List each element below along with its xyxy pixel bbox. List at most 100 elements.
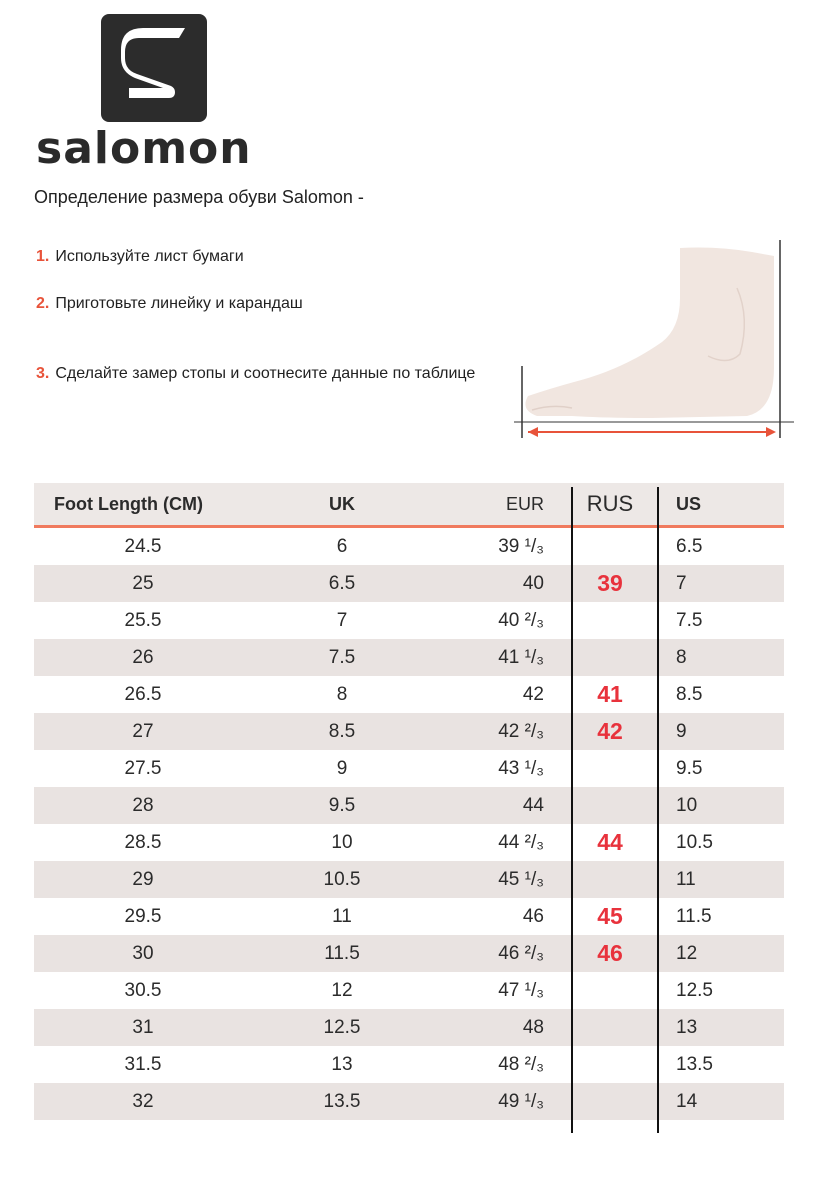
table-row: 25 6.5 40 39 7 [34, 565, 784, 602]
header-rus: RUS [566, 483, 654, 528]
cell-us: 13.5 [654, 1046, 784, 1083]
cell-eur: 48 [432, 1009, 566, 1046]
cell-us: 11.5 [654, 898, 784, 935]
cell-foot-length: 26 [34, 639, 252, 676]
cell-eur: 44 [432, 787, 566, 824]
step-text: Сделайте замер стопы и соотнесите данные… [55, 365, 476, 382]
step-3: 3. Сделайте замер стопы и соотнесите данн… [36, 365, 475, 383]
cell-uk: 11.5 [252, 935, 432, 972]
table-row: 26.5 8 42 41 8.5 [34, 676, 784, 713]
table-row: 24.5 6 39 ¹/₃ 6.5 [34, 526, 784, 565]
cell-eur: 48 ²/₃ [432, 1046, 566, 1083]
cell-us: 11 [654, 861, 784, 898]
cell-rus [566, 750, 654, 787]
cell-rus [566, 1046, 654, 1083]
cell-uk: 9 [252, 750, 432, 787]
cell-us: 9.5 [654, 750, 784, 787]
table-row: 31 12.5 48 13 [34, 1009, 784, 1046]
cell-rus [566, 861, 654, 898]
cell-eur: 43 ¹/₃ [432, 750, 566, 787]
cell-uk: 11 [252, 898, 432, 935]
cell-us: 8 [654, 639, 784, 676]
size-table: Foot Length (CM) UK EUR RUS US 24.5 6 39 ¹… [34, 483, 784, 1120]
cell-eur: 42 [432, 676, 566, 713]
cell-rus [566, 602, 654, 639]
header-eur: EUR [432, 483, 566, 528]
table-row: 28 9.5 44 10 [34, 787, 784, 824]
cell-us: 7.5 [654, 602, 784, 639]
cell-rus: 44 [566, 824, 654, 861]
cell-rus [566, 972, 654, 1009]
cell-us: 10 [654, 787, 784, 824]
cell-uk: 13 [252, 1046, 432, 1083]
step-text: Приготовьте линейку и карандаш [55, 295, 303, 312]
cell-uk: 10 [252, 824, 432, 861]
cell-eur: 44 ²/₃ [432, 824, 566, 861]
step-number: 2. [36, 295, 50, 312]
foot-measure-illustration [514, 240, 794, 438]
cell-eur: 46 ²/₃ [432, 935, 566, 972]
cell-foot-length: 29.5 [34, 898, 252, 935]
cell-foot-length: 27.5 [34, 750, 252, 787]
cell-foot-length: 31 [34, 1009, 252, 1046]
cell-us: 14 [654, 1083, 784, 1120]
cell-uk: 7.5 [252, 639, 432, 676]
step-2: 2. Приготовьте линейку и карандаш [36, 295, 303, 313]
cell-eur: 40 [432, 565, 566, 602]
step-number: 3. [36, 365, 50, 382]
cell-eur: 39 ¹/₃ [432, 526, 566, 565]
brand-wordmark: salomon [36, 123, 252, 174]
salomon-s-logo-icon [101, 14, 207, 122]
cell-eur: 40 ²/₃ [432, 602, 566, 639]
step-text: Используйте лист бумаги [55, 248, 244, 265]
cell-rus: 45 [566, 898, 654, 935]
cell-us: 10.5 [654, 824, 784, 861]
cell-foot-length: 30.5 [34, 972, 252, 1009]
cell-uk: 12 [252, 972, 432, 1009]
cell-uk: 12.5 [252, 1009, 432, 1046]
table-row: 30.5 12 47 ¹/₃ 12.5 [34, 972, 784, 1009]
cell-foot-length: 32 [34, 1083, 252, 1120]
header-us: US [654, 483, 784, 528]
cell-rus: 46 [566, 935, 654, 972]
cell-uk: 8.5 [252, 713, 432, 750]
cell-us: 9 [654, 713, 784, 750]
table-row: 27 8.5 42 ²/₃ 42 9 [34, 713, 784, 750]
cell-foot-length: 27 [34, 713, 252, 750]
cell-us: 12.5 [654, 972, 784, 1009]
table-row: 29 10.5 45 ¹/₃ 11 [34, 861, 784, 898]
rus-column-left-line [571, 487, 573, 1133]
cell-foot-length: 26.5 [34, 676, 252, 713]
cell-rus [566, 1009, 654, 1046]
table-header-row: Foot Length (CM) UK EUR RUS US [34, 483, 784, 528]
cell-us: 8.5 [654, 676, 784, 713]
cell-uk: 6.5 [252, 565, 432, 602]
table-row: 30 11.5 46 ²/₃ 46 12 [34, 935, 784, 972]
table-row: 25.5 7 40 ²/₃ 7.5 [34, 602, 784, 639]
cell-rus [566, 787, 654, 824]
cell-foot-length: 30 [34, 935, 252, 972]
cell-foot-length: 25 [34, 565, 252, 602]
cell-eur: 46 [432, 898, 566, 935]
cell-uk: 13.5 [252, 1083, 432, 1120]
cell-us: 7 [654, 565, 784, 602]
intro-text: Определение размера обуви Salomon - [34, 187, 364, 207]
cell-rus: 42 [566, 713, 654, 750]
table-row: 26 7.5 41 ¹/₃ 8 [34, 639, 784, 676]
step-number: 1. [36, 248, 50, 265]
cell-uk: 7 [252, 602, 432, 639]
rus-column-right-line [657, 487, 659, 1133]
cell-rus: 41 [566, 676, 654, 713]
cell-eur: 45 ¹/₃ [432, 861, 566, 898]
brand-logo: salomon [36, 14, 276, 174]
cell-foot-length: 25.5 [34, 602, 252, 639]
table-row: 27.5 9 43 ¹/₃ 9.5 [34, 750, 784, 787]
cell-foot-length: 31.5 [34, 1046, 252, 1083]
table-row: 28.5 10 44 ²/₃ 44 10.5 [34, 824, 784, 861]
cell-rus [566, 1083, 654, 1120]
cell-foot-length: 28 [34, 787, 252, 824]
header-foot-length: Foot Length (CM) [34, 483, 252, 528]
table-row: 29.5 11 46 45 11.5 [34, 898, 784, 935]
cell-uk: 10.5 [252, 861, 432, 898]
cell-rus: 39 [566, 565, 654, 602]
